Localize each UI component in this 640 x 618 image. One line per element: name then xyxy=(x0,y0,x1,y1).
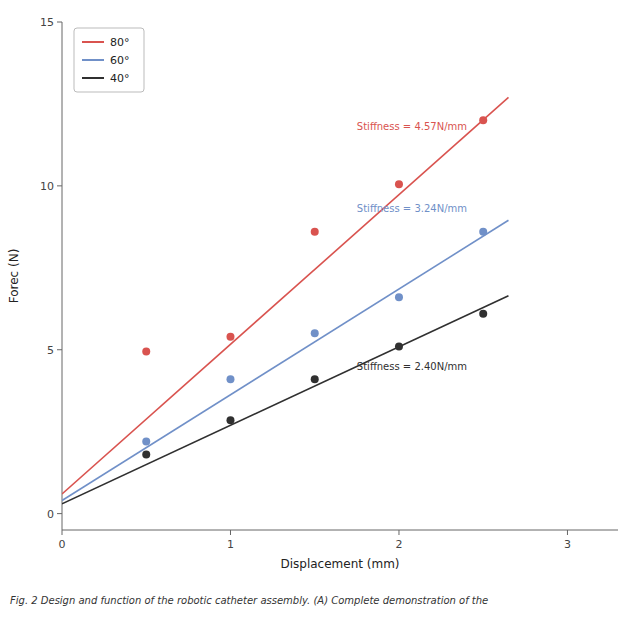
y-tick-label: 0 xyxy=(47,508,54,521)
x-tick xyxy=(398,530,399,535)
annotation: Stiffness = 3.24N/mm xyxy=(357,203,467,214)
fit-line xyxy=(62,97,508,494)
point xyxy=(142,438,150,446)
point xyxy=(226,375,234,383)
legend-box xyxy=(74,28,144,92)
legend-swatch xyxy=(82,77,104,79)
y-tick xyxy=(57,185,62,186)
legend-label: 60° xyxy=(110,54,130,67)
point xyxy=(142,451,150,459)
x-axis-label: Displacement (mm) xyxy=(280,557,399,571)
legend-label: 80° xyxy=(110,36,130,49)
x-tick-label: 0 xyxy=(59,538,66,551)
x-tick xyxy=(567,530,568,535)
y-tick xyxy=(57,349,62,350)
point xyxy=(142,347,150,355)
y-tick xyxy=(57,22,62,23)
annotation: Stiffness = 2.40N/mm xyxy=(357,361,467,372)
fit-line xyxy=(62,220,508,500)
x-tick xyxy=(230,530,231,535)
point xyxy=(226,333,234,341)
chart: 0 1 2 3 0 5 10 15 Displacement (mm) Forec (N) Stif… xyxy=(0,0,640,618)
caption: Fig. 2 Design and function of the roboti… xyxy=(10,595,488,606)
point xyxy=(479,310,487,318)
y-axis-line xyxy=(62,22,63,530)
point xyxy=(226,416,234,424)
point xyxy=(395,293,403,301)
x-tick-label: 2 xyxy=(395,538,402,551)
y-tick-label: 15 xyxy=(40,16,54,29)
y-axis-label: Forec (N) xyxy=(7,249,21,304)
plot-area xyxy=(62,97,508,503)
point xyxy=(311,228,319,236)
point xyxy=(479,116,487,124)
point xyxy=(479,228,487,236)
legend-swatch xyxy=(82,59,104,61)
y-tick-label: 5 xyxy=(47,344,54,357)
y-tick xyxy=(57,513,62,514)
x-tick-label: 1 xyxy=(227,538,234,551)
legend: 80° 60° 40° xyxy=(74,28,144,92)
point xyxy=(311,375,319,383)
point xyxy=(395,342,403,350)
legend-swatch xyxy=(82,41,104,43)
point xyxy=(395,180,403,188)
fit-line xyxy=(62,296,508,504)
x-axis-line xyxy=(62,530,618,531)
annotation: Stiffness = 4.57N/mm xyxy=(357,121,467,132)
x-tick xyxy=(62,530,63,535)
x-tick-label: 3 xyxy=(564,538,571,551)
legend-label: 40° xyxy=(110,72,130,85)
y-tick-label: 10 xyxy=(40,180,54,193)
point xyxy=(311,329,319,337)
